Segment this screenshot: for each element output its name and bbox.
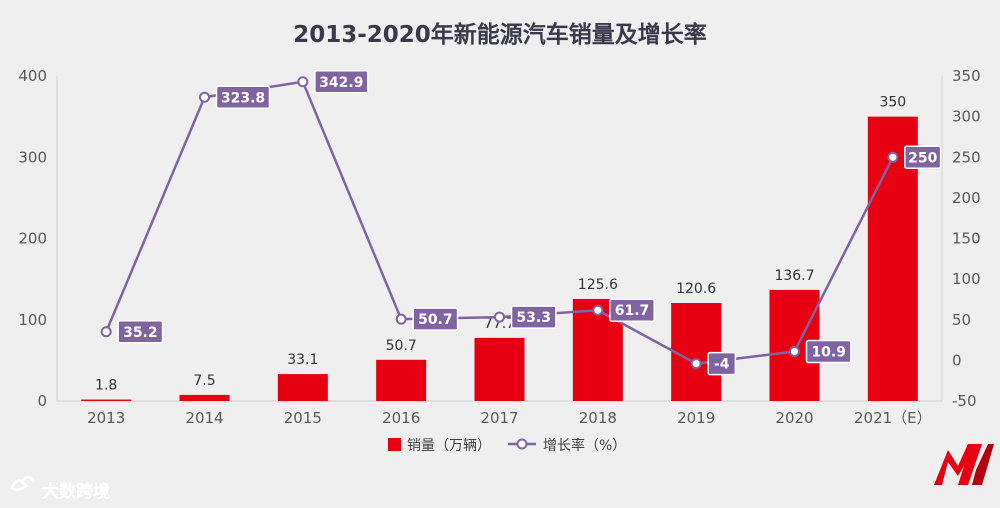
y-right-tick-label: 0 bbox=[952, 351, 962, 369]
legend-bar-label: 销量（万辆） bbox=[407, 438, 491, 454]
growth-rate-label: 323.8 bbox=[221, 90, 265, 106]
bar-value-label: 125.6 bbox=[578, 277, 618, 293]
y-right-tick-label: 50 bbox=[952, 311, 971, 329]
bar-value-label: 350 bbox=[879, 95, 906, 111]
x-tick-label: 2018 bbox=[579, 409, 617, 427]
y-right-tick-label: -50 bbox=[952, 392, 977, 410]
growth-rate-point bbox=[395, 313, 407, 325]
y-left-tick-label: 300 bbox=[18, 148, 47, 166]
y-right-tick-label: 200 bbox=[952, 189, 981, 207]
growth-rate-label: 10.9 bbox=[811, 345, 846, 361]
bar-value-label: 1.8 bbox=[95, 378, 117, 394]
brand-logo-icon bbox=[934, 444, 994, 485]
bar-value-label: 7.5 bbox=[193, 373, 215, 389]
watermark: 大数跨境 bbox=[10, 475, 110, 502]
growth-rate-label-box bbox=[805, 339, 852, 364]
growth-rate-point bbox=[100, 326, 112, 338]
legend: 销量（万辆） 增长率（%） bbox=[388, 437, 626, 454]
chart-title: 2013-2020年新能源汽车销量及增长率 bbox=[293, 21, 707, 48]
growth-rate-label: 35.2 bbox=[123, 325, 158, 341]
line-series: 35.2 323.8 342.9 50.7 53.3 61.7 -4 10.9 250 bbox=[100, 70, 942, 376]
bar bbox=[81, 399, 132, 401]
y-right-tick-label: 250 bbox=[952, 148, 981, 166]
bar bbox=[179, 394, 230, 401]
x-tick-label: 2016 bbox=[382, 409, 420, 427]
bar-value-labels: 1.8 7.5 33.1 50.7 77.7 125.6 120.6 136.7 350 bbox=[95, 95, 906, 394]
y-right-tick-label: 100 bbox=[952, 270, 981, 288]
x-tick-label: 2020 bbox=[775, 409, 813, 427]
growth-rate-label-box bbox=[609, 298, 655, 322]
growth-rate-label: 250 bbox=[908, 150, 937, 166]
growth-rate-label: 61.7 bbox=[615, 303, 650, 319]
y-right-tick-label: 150 bbox=[952, 230, 981, 248]
bar-series bbox=[81, 116, 918, 401]
growth-rate-label: -4 bbox=[714, 357, 730, 373]
growth-rate-point bbox=[887, 151, 899, 163]
y-left-tick-label: 0 bbox=[37, 392, 47, 410]
watermark-text: 大数跨境 bbox=[42, 481, 110, 502]
growth-rate-label-box bbox=[904, 145, 942, 169]
growth-rate-label: 342.9 bbox=[319, 75, 363, 91]
growth-rate-point bbox=[297, 76, 309, 88]
bar bbox=[277, 374, 328, 401]
y-left-tick-label: 400 bbox=[18, 67, 47, 85]
legend-line-marker bbox=[516, 438, 528, 450]
growth-rate-point bbox=[494, 311, 505, 323]
y-right-tick-label: 300 bbox=[952, 108, 981, 126]
growth-rate-point bbox=[789, 346, 800, 358]
x-tick-labels: 2013 2014 2015 2016 2017 2018 2019 2020 2021（E） bbox=[87, 409, 932, 427]
x-tick-label: 2013 bbox=[87, 409, 125, 427]
watermark-logo-icon bbox=[10, 475, 36, 491]
x-tick-label: 2021（E） bbox=[854, 409, 932, 427]
y-right-tick-labels: -50 0 50 100 150 200 250 300 350 bbox=[952, 67, 981, 410]
growth-rate-point bbox=[690, 358, 702, 370]
growth-rate-label-box bbox=[314, 70, 369, 94]
bar bbox=[376, 359, 427, 401]
bar-value-label: 77.7 bbox=[484, 316, 515, 332]
growth-rate-label-box bbox=[117, 320, 164, 344]
growth-rate-label: 53.3 bbox=[516, 310, 551, 326]
bar-value-label: 136.7 bbox=[774, 268, 814, 284]
growth-rate-label: 50.7 bbox=[418, 312, 453, 328]
bar-value-label: 33.1 bbox=[287, 352, 318, 368]
x-tick-label: 2019 bbox=[677, 409, 715, 427]
growth-rate-label-box bbox=[707, 351, 737, 376]
legend-line-label: 增长率（%） bbox=[543, 437, 626, 454]
x-tick-label: 2015 bbox=[284, 409, 322, 427]
bar-value-label: 50.7 bbox=[386, 338, 417, 354]
bar bbox=[474, 337, 525, 401]
growth-rate-point bbox=[592, 304, 604, 316]
growth-rate-label-box bbox=[412, 307, 459, 331]
y-left-tick-label: 100 bbox=[18, 311, 47, 329]
legend-bar-swatch bbox=[388, 438, 401, 451]
y-left-tick-label: 200 bbox=[18, 230, 47, 248]
y-right-tick-label: 350 bbox=[952, 67, 981, 85]
x-tick-label: 2017 bbox=[480, 409, 518, 427]
x-tick-label: 2014 bbox=[185, 409, 223, 427]
y-left-tick-labels: 0 100 200 300 400 bbox=[18, 67, 47, 410]
growth-rate-point bbox=[199, 91, 210, 103]
bar-value-label: 120.6 bbox=[676, 281, 716, 297]
growth-rate-label-box bbox=[215, 85, 271, 110]
growth-rate-label-box bbox=[510, 305, 557, 329]
